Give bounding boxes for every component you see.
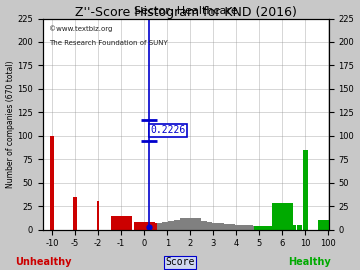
Bar xyxy=(174,220,195,230)
Bar xyxy=(180,218,201,230)
Bar xyxy=(208,224,230,230)
Bar xyxy=(272,203,293,230)
Text: Score: Score xyxy=(165,257,195,267)
Bar xyxy=(168,221,189,230)
Bar xyxy=(303,150,308,230)
Bar xyxy=(214,224,235,230)
Bar xyxy=(260,226,282,230)
Bar xyxy=(157,223,178,230)
Text: Sector: Healthcare: Sector: Healthcare xyxy=(134,6,238,16)
Title: Z''-Score Histogram for KND (2016): Z''-Score Histogram for KND (2016) xyxy=(75,6,297,19)
Bar xyxy=(73,197,77,230)
Text: Healthy: Healthy xyxy=(288,257,331,267)
Bar xyxy=(255,226,276,230)
Bar xyxy=(297,225,302,230)
Bar xyxy=(197,223,218,230)
Text: 0.2226: 0.2226 xyxy=(150,125,186,135)
Bar xyxy=(285,225,291,230)
Y-axis label: Number of companies (670 total): Number of companies (670 total) xyxy=(5,60,14,188)
Bar xyxy=(243,226,264,230)
Bar xyxy=(249,226,270,230)
Text: Unhealthy: Unhealthy xyxy=(15,257,71,267)
Bar xyxy=(151,224,172,230)
Bar xyxy=(237,226,258,230)
Bar xyxy=(220,225,241,230)
Bar xyxy=(226,225,247,230)
Bar xyxy=(139,223,161,230)
Text: ©www.textbiz.org: ©www.textbiz.org xyxy=(49,25,112,32)
Bar xyxy=(185,221,207,230)
Bar xyxy=(134,222,155,230)
Bar xyxy=(231,225,253,230)
Bar xyxy=(111,216,132,230)
Bar xyxy=(318,220,339,230)
Bar xyxy=(203,223,224,230)
Text: The Research Foundation of SUNY: The Research Foundation of SUNY xyxy=(49,40,167,46)
Bar xyxy=(97,201,99,229)
Bar xyxy=(145,224,166,230)
Bar xyxy=(266,226,287,230)
Bar xyxy=(162,222,184,230)
Bar xyxy=(291,225,296,230)
Bar xyxy=(191,222,212,230)
Bar xyxy=(50,136,54,230)
